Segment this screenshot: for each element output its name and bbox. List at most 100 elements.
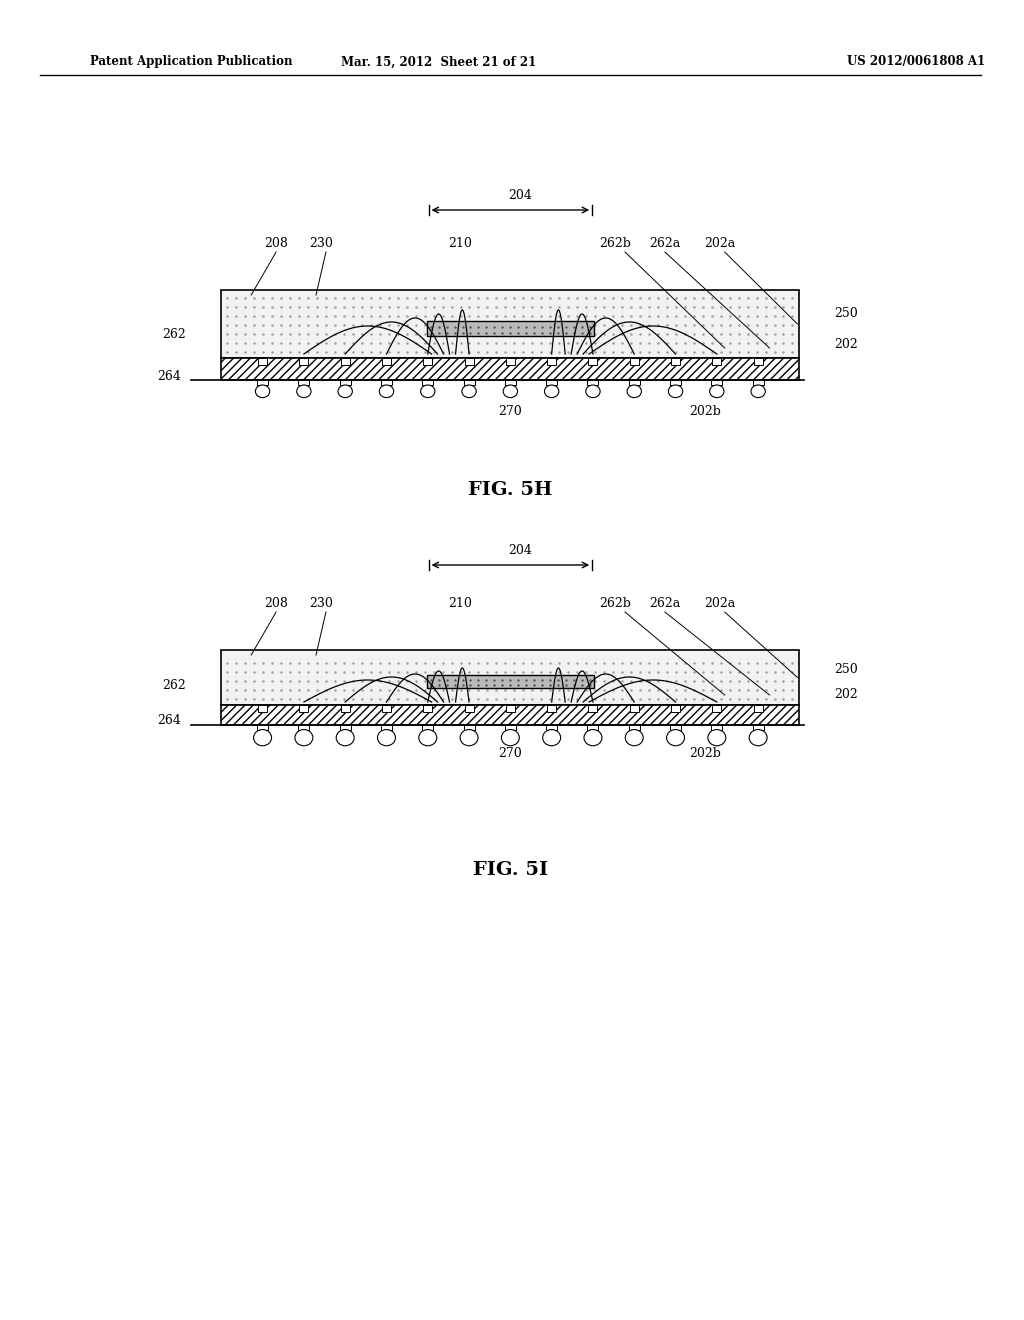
Bar	[713, 705, 721, 711]
Bar	[340, 380, 350, 385]
Ellipse shape	[379, 385, 393, 397]
Bar	[588, 725, 598, 730]
Ellipse shape	[503, 385, 517, 397]
Text: 262a: 262a	[649, 238, 681, 249]
Bar	[629, 380, 640, 385]
Ellipse shape	[419, 730, 437, 746]
Bar	[341, 705, 349, 711]
Ellipse shape	[502, 730, 519, 746]
Bar	[257, 380, 268, 385]
Text: 202: 202	[835, 688, 858, 701]
Bar	[298, 380, 309, 385]
Text: 230: 230	[309, 238, 333, 249]
Bar	[754, 358, 763, 366]
Bar	[258, 358, 267, 366]
Bar	[298, 725, 309, 730]
Text: 202b: 202b	[689, 405, 721, 418]
Bar	[506, 358, 515, 366]
Text: FIG. 5I: FIG. 5I	[473, 861, 548, 879]
Bar	[221, 290, 800, 358]
Ellipse shape	[626, 730, 643, 746]
Ellipse shape	[751, 385, 765, 397]
Text: 202b: 202b	[689, 747, 721, 760]
Text: 264: 264	[158, 370, 181, 383]
Text: 204: 204	[508, 544, 532, 557]
Bar	[423, 705, 432, 711]
Bar	[427, 321, 594, 335]
Text: 262a: 262a	[649, 597, 681, 610]
Bar	[340, 725, 350, 730]
Bar	[670, 380, 681, 385]
Bar	[464, 725, 474, 730]
Ellipse shape	[460, 730, 478, 746]
Text: Patent Application Publication: Patent Application Publication	[90, 55, 292, 69]
Bar	[505, 725, 516, 730]
Ellipse shape	[627, 385, 641, 397]
Bar	[221, 358, 800, 380]
Bar	[381, 380, 392, 385]
Ellipse shape	[254, 730, 271, 746]
Bar	[465, 358, 473, 366]
Ellipse shape	[378, 730, 395, 746]
Bar	[588, 380, 598, 385]
Text: 262b: 262b	[599, 597, 631, 610]
Bar	[257, 725, 268, 730]
Text: 210: 210	[449, 597, 472, 610]
Text: 262: 262	[163, 327, 186, 341]
Text: 208: 208	[264, 597, 288, 610]
Text: 262: 262	[163, 680, 186, 692]
Bar	[341, 358, 349, 366]
Text: 264: 264	[158, 714, 181, 727]
Text: FIG. 5H: FIG. 5H	[468, 480, 553, 499]
Ellipse shape	[295, 730, 313, 746]
Bar	[464, 380, 474, 385]
Text: 202a: 202a	[705, 238, 735, 249]
Bar	[381, 725, 392, 730]
Bar	[299, 358, 308, 366]
Text: 210: 210	[449, 238, 472, 249]
Text: US 2012/0061808 A1: US 2012/0061808 A1	[847, 55, 985, 69]
Ellipse shape	[710, 385, 724, 397]
Bar	[547, 358, 556, 366]
Ellipse shape	[421, 385, 435, 397]
Text: 208: 208	[264, 238, 288, 249]
Bar	[221, 649, 800, 705]
Bar	[671, 705, 680, 711]
Bar	[671, 358, 680, 366]
Bar	[258, 705, 267, 711]
Ellipse shape	[586, 385, 600, 397]
Bar	[629, 725, 640, 730]
Ellipse shape	[338, 385, 352, 397]
Ellipse shape	[750, 730, 767, 746]
Bar	[382, 358, 391, 366]
Bar	[753, 380, 764, 385]
Text: 270: 270	[499, 405, 522, 418]
Bar	[422, 380, 433, 385]
Bar	[712, 725, 722, 730]
Ellipse shape	[462, 385, 476, 397]
Bar	[712, 380, 722, 385]
Text: 250: 250	[835, 663, 858, 676]
Bar	[754, 705, 763, 711]
Text: 250: 250	[835, 308, 858, 321]
Ellipse shape	[545, 385, 559, 397]
Bar	[753, 725, 764, 730]
Ellipse shape	[297, 385, 311, 397]
Bar	[382, 705, 391, 711]
Text: 270: 270	[499, 747, 522, 760]
Text: Mar. 15, 2012  Sheet 21 of 21: Mar. 15, 2012 Sheet 21 of 21	[341, 55, 537, 69]
Ellipse shape	[584, 730, 602, 746]
Bar	[422, 725, 433, 730]
Bar	[299, 705, 308, 711]
Bar	[505, 380, 516, 385]
Ellipse shape	[708, 730, 726, 746]
Bar	[670, 725, 681, 730]
Bar	[423, 358, 432, 366]
Text: 202a: 202a	[705, 597, 735, 610]
Text: 202: 202	[835, 338, 858, 351]
Bar	[546, 725, 557, 730]
Ellipse shape	[667, 730, 684, 746]
Bar	[630, 358, 639, 366]
Text: 230: 230	[309, 597, 333, 610]
Bar	[465, 705, 473, 711]
